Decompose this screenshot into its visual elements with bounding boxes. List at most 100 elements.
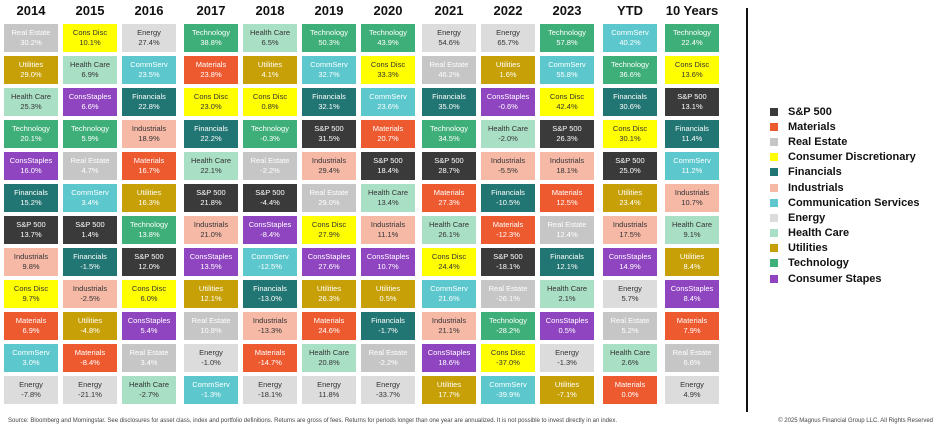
- cell-sector-label: Materials: [676, 316, 708, 325]
- cell-sector-label: Industrials: [431, 316, 467, 325]
- column-header: 2018: [255, 3, 285, 18]
- cell-return-value: -4.8%: [80, 326, 100, 335]
- return-cell: Cons Disc 33.3%: [361, 56, 415, 84]
- return-cell: Cons Disc 27.9%: [302, 216, 356, 244]
- cell-sector-label: CommServ: [489, 380, 527, 389]
- return-cell: Real Estate 5.2%: [603, 312, 657, 340]
- cell-return-value: -2.7%: [139, 390, 159, 399]
- cell-sector-label: CommServ: [369, 92, 407, 101]
- return-cell: Financials 35.0%: [422, 88, 476, 116]
- cell-sector-label: Energy: [317, 380, 341, 389]
- cell-sector-label: Industrials: [549, 156, 585, 165]
- cell-sector-label: Industrials: [311, 156, 347, 165]
- legend-item: Financials: [770, 165, 919, 180]
- cell-return-value: -12.5%: [258, 262, 282, 271]
- cell-sector-label: ConsStaples: [127, 316, 171, 325]
- cell-sector-label: Health Care: [546, 284, 588, 293]
- cell-sector-label: S&P 500: [255, 188, 285, 197]
- cell-sector-label: Industrials: [72, 284, 108, 293]
- cell-return-value: 30.6%: [619, 102, 641, 111]
- return-cell: S&P 500 1.4%: [63, 216, 117, 244]
- cell-return-value: 65.7%: [497, 38, 519, 47]
- cell-sector-label: Cons Disc: [311, 220, 347, 229]
- cell-return-value: -8.4%: [260, 230, 280, 239]
- cell-return-value: -21.1%: [78, 390, 102, 399]
- cell-sector-label: Financials: [550, 252, 584, 261]
- return-cell: Industrials -2.5%: [63, 280, 117, 308]
- cell-return-value: 50.3%: [318, 38, 340, 47]
- cell-return-value: 9.1%: [683, 230, 701, 239]
- return-cell: Technology 5.9%: [63, 120, 117, 148]
- return-cell: Cons Disc 23.0%: [184, 88, 238, 116]
- cell-sector-label: Technology: [12, 124, 50, 133]
- return-cell: Industrials 9.8%: [4, 248, 58, 276]
- cell-sector-label: Technology: [251, 124, 289, 133]
- return-cell: Materials -8.4%: [63, 344, 117, 372]
- cell-sector-label: Industrials: [674, 188, 710, 197]
- cell-sector-label: CommServ: [192, 380, 230, 389]
- legend-swatch: [770, 183, 778, 192]
- return-cell: Cons Disc 24.4%: [422, 248, 476, 276]
- column-header: 2022: [493, 3, 523, 18]
- cell-sector-label: Utilities: [617, 188, 643, 197]
- cell-return-value: 4.7%: [81, 166, 99, 175]
- return-cell: Technology 13.8%: [122, 216, 176, 244]
- cell-sector-label: Health Care: [487, 124, 529, 133]
- cell-return-value: 18.1%: [556, 166, 578, 175]
- cell-return-value: 57.8%: [556, 38, 578, 47]
- cell-return-value: 32.1%: [318, 102, 340, 111]
- cell-return-value: -2.5%: [80, 294, 100, 303]
- cell-sector-label: Energy: [496, 28, 520, 37]
- legend-swatch: [770, 198, 778, 207]
- cell-return-value: 30.1%: [619, 134, 641, 143]
- cell-return-value: 23.0%: [200, 102, 222, 111]
- cell-return-value: 10.7%: [377, 262, 399, 271]
- cell-sector-label: Health Care: [128, 380, 170, 389]
- cell-return-value: -1.5%: [80, 262, 100, 271]
- cell-sector-label: S&P 500: [434, 156, 464, 165]
- cell-sector-label: ConsStaples: [427, 348, 471, 357]
- cell-return-value: 4.1%: [261, 70, 279, 79]
- return-cell: Materials 20.7%: [361, 120, 415, 148]
- cell-return-value: 33.3%: [377, 70, 399, 79]
- return-cell: Energy 65.7%: [481, 24, 535, 52]
- legend: S&P 500 Materials Real Estate Consumer Disc…: [770, 104, 919, 286]
- cell-sector-label: Technology: [369, 28, 407, 37]
- cell-return-value: 12.1%: [200, 294, 222, 303]
- cell-sector-label: Cons Disc: [674, 60, 710, 69]
- return-cell: Financials 32.1%: [302, 88, 356, 116]
- return-cell: Financials 11.4%: [665, 120, 719, 148]
- cell-sector-label: Utilities: [375, 284, 401, 293]
- return-cell: Utilities 23.4%: [603, 184, 657, 212]
- cell-return-value: -26.1%: [496, 294, 520, 303]
- cell-return-value: 17.7%: [438, 390, 460, 399]
- return-cell: Cons Disc 0.8%: [243, 88, 297, 116]
- cell-sector-label: Technology: [192, 28, 230, 37]
- cell-return-value: 21.0%: [200, 230, 222, 239]
- return-cell: Health Care -2.7%: [122, 376, 176, 404]
- return-cell: Cons Disc 6.0%: [122, 280, 176, 308]
- return-cell: S&P 500 25.0%: [603, 152, 657, 180]
- cell-sector-label: S&P 500: [373, 156, 403, 165]
- cell-sector-label: CommServ: [12, 348, 50, 357]
- cell-sector-label: S&P 500: [615, 156, 645, 165]
- cell-return-value: 3.0%: [22, 358, 40, 367]
- cell-sector-label: Health Care: [428, 220, 470, 229]
- return-cell: Utilities 17.7%: [422, 376, 476, 404]
- cell-sector-label: Cons Disc: [612, 124, 648, 133]
- cell-return-value: -1.3%: [201, 390, 221, 399]
- cell-sector-label: Industrials: [370, 220, 406, 229]
- cell-sector-label: Technology: [310, 28, 348, 37]
- cell-return-value: 18.4%: [377, 166, 399, 175]
- cell-sector-label: Energy: [19, 380, 43, 389]
- cell-sector-label: Industrials: [252, 316, 288, 325]
- return-cell: Health Care 13.4%: [361, 184, 415, 212]
- cell-sector-label: Real Estate: [309, 188, 349, 197]
- cell-sector-label: Utilities: [198, 284, 224, 293]
- cell-sector-label: Utilities: [136, 188, 162, 197]
- cell-return-value: 8.4%: [683, 262, 701, 271]
- cell-return-value: -2.2%: [260, 166, 280, 175]
- cell-sector-label: Financials: [132, 92, 166, 101]
- cell-return-value: 10.1%: [79, 38, 101, 47]
- cell-sector-label: Real Estate: [11, 28, 51, 37]
